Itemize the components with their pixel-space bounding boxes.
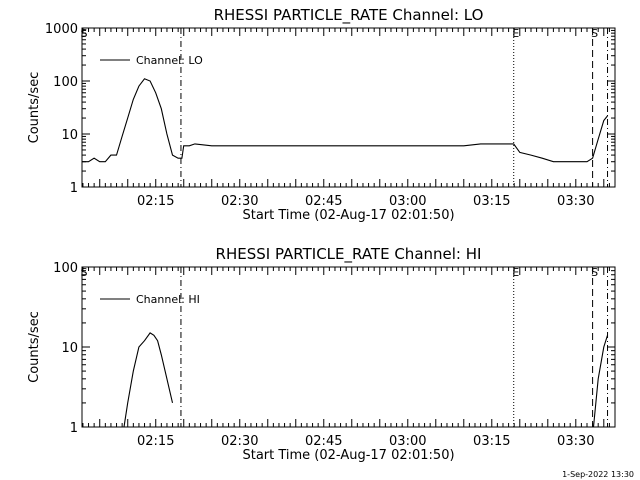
y-axis-label: Counts/sec [27, 72, 42, 144]
y-tick-label: 100 [53, 75, 78, 90]
marker-label: E [512, 27, 519, 40]
x-tick-label: 02:45 [305, 194, 342, 209]
chart-panel-1: RHESSI PARTICLE_RATE Channel: LO 1 10 100 10… [27, 6, 616, 223]
x-tick-label: 02:30 [221, 194, 258, 209]
y-tick-label: 1 [70, 421, 78, 436]
x-tick-label: 03:15 [473, 194, 510, 209]
y-tick-label: 1000 [45, 22, 78, 37]
marker-label: S [591, 27, 598, 40]
x-axis-label: Start Time (02-Aug-17 02:01:50) [242, 208, 454, 223]
legend-label: Channel: LO [136, 54, 203, 67]
x-tick-label: 02:30 [221, 434, 258, 449]
marker-label: S [591, 266, 598, 279]
plot-frame [81, 266, 616, 428]
x-tick-label: 02:15 [137, 194, 174, 209]
y-tick-label: 10 [61, 128, 78, 143]
x-tick-label: 03:00 [389, 434, 426, 449]
series-line [82, 78, 608, 163]
x-axis-label: Start Time (02-Aug-17 02:01:50) [242, 448, 454, 463]
marker-label: S [81, 266, 88, 279]
marker-label: S [81, 27, 88, 40]
x-tick-label: 02:45 [305, 434, 342, 449]
plot-frame [81, 27, 616, 188]
x-tick-label: 03:15 [473, 434, 510, 449]
legend-label: Channel: HI [136, 293, 200, 306]
y-tick-label: 1 [70, 181, 78, 196]
y-tick-label: 100 [53, 261, 78, 276]
chart-title: RHESSI PARTICLE_RATE Channel: LO [214, 6, 484, 25]
x-tick-label: 03:30 [557, 434, 594, 449]
series-line [123, 332, 609, 427]
chart-title: RHESSI PARTICLE_RATE Channel: HI [216, 245, 482, 264]
date-stamp: 1-Sep-2022 13:30 [562, 470, 634, 479]
y-axis-label: Counts/sec [27, 311, 42, 383]
x-tick-label: 03:00 [389, 194, 426, 209]
chart-panel-2: RHESSI PARTICLE_RATE Channel: HI 1 10 100 02… [27, 245, 616, 463]
x-tick-label: 03:30 [557, 194, 594, 209]
x-tick-label: 02:15 [137, 434, 174, 449]
marker-label: E [512, 266, 519, 279]
y-tick-label: 10 [61, 341, 78, 356]
